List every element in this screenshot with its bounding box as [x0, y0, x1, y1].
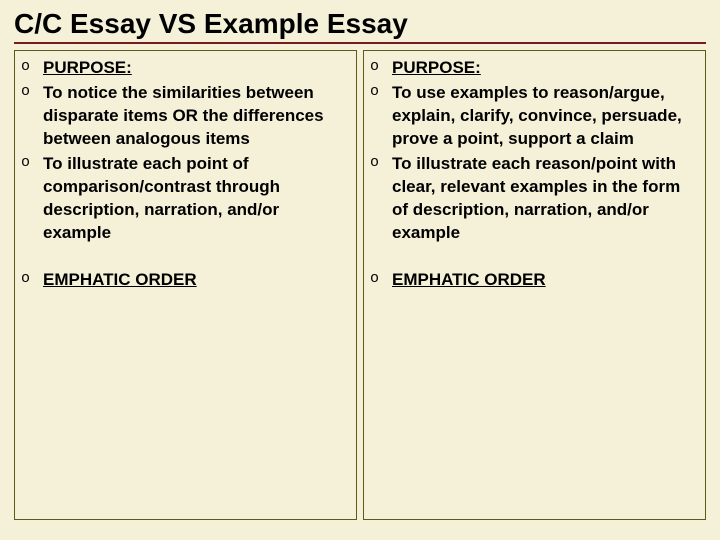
item-text: To use examples to reason/argue, explain… — [392, 82, 695, 151]
list-item: o To illustrate each reason/point with cl… — [370, 153, 699, 245]
bullet-icon: o — [21, 153, 35, 173]
item-text: To illustrate each reason/point with cle… — [392, 153, 695, 245]
list-item: o EMPHATIC ORDER — [21, 269, 350, 292]
list-item: o To use examples to reason/argue, explai… — [370, 82, 699, 151]
list-item: o To notice the similarities between disp… — [21, 82, 350, 151]
list-item: o EMPHATIC ORDER — [370, 269, 699, 292]
list-item: o PURPOSE: — [370, 57, 699, 80]
item-text: To notice the similarities between dispa… — [43, 82, 346, 151]
bullet-icon: o — [370, 269, 384, 289]
right-column: o PURPOSE:oTo use examples to reason/arg… — [363, 50, 706, 520]
item-text: EMPHATIC ORDER — [43, 269, 197, 292]
bullet-icon: o — [21, 82, 35, 102]
left-column: o PURPOSE: o To notice the similarities bet… — [14, 50, 357, 520]
item-text: PURPOSE: — [43, 57, 132, 80]
list-item: o PURPOSE: — [21, 57, 350, 80]
bullet-icon: o — [21, 57, 35, 77]
list-item: o To illustrate each point of comparison/… — [21, 153, 350, 245]
bullet-icon: o — [370, 153, 384, 173]
page-title: C/C Essay VS Example Essay — [14, 8, 706, 44]
columns-container: o PURPOSE: o To notice the similarities bet… — [14, 50, 706, 520]
slide: C/C Essay VS Example Essay o PURPOSE: o To … — [0, 0, 720, 528]
item-text: PURPOSE: — [392, 57, 481, 80]
item-text: To illustrate each point of comparison/c… — [43, 153, 346, 245]
bullet-icon: o — [21, 269, 35, 289]
item-text: EMPHATIC ORDER — [392, 269, 546, 292]
bullet-icon: o — [370, 82, 384, 102]
bullet-icon: o — [370, 57, 384, 77]
